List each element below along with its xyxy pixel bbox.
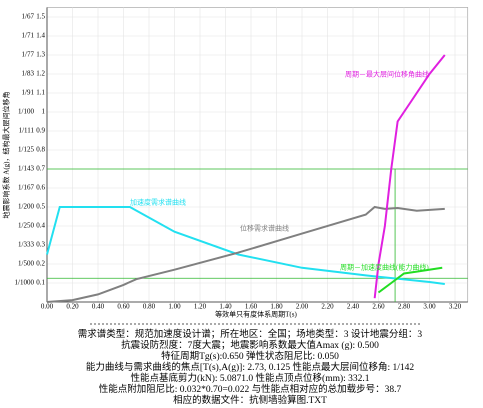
x-tick-label: 1.40 <box>219 303 232 311</box>
y-ratio-label: 1/100 <box>18 108 34 116</box>
x-tick-label: 2.80 <box>398 303 411 311</box>
y-tick-label: 1 <box>42 108 46 116</box>
y-ratio-label: 1/67 <box>22 13 35 21</box>
y-ratio-label: 1/71 <box>22 32 35 40</box>
y-tick-label: 0.5 <box>36 203 45 211</box>
y-tick-label: 1.3 <box>36 51 45 59</box>
y-tick-label: 0.6 <box>36 184 45 192</box>
y-tick-label: 1.5 <box>36 13 45 21</box>
info-line: 性能点附加阻尼比: 0.032*0.70=0.022 与性能点相对应的总加载步号… <box>99 383 402 395</box>
info-line: 需求谱类型：规范加速度设计谱；所在地区：全国；场地类型：3 设计地震分组：3 <box>78 328 423 340</box>
series-line <box>373 54 446 299</box>
x-tick-label: 3.00 <box>423 303 436 311</box>
x-tick-label: 1.00 <box>168 303 181 311</box>
series-line <box>377 266 443 294</box>
info-line: 抗震设防烈度：7度大震；地震影响系数最大值Amax (g): 0.500 <box>121 339 379 351</box>
x-tick-label: 0.80 <box>143 303 156 311</box>
series-label: 周期－最大层间位移角曲线 <box>345 70 429 79</box>
info-line: 特征周期Tg(s):0.650 弹性状态阻尼比: 0.050 <box>161 350 339 362</box>
x-tick-label: 2.20 <box>321 303 334 311</box>
y-tick-label: 0.9 <box>36 127 45 135</box>
y-ratio-label: 1/167 <box>18 184 34 192</box>
y-ratio-label: 1/77 <box>22 51 35 59</box>
y-axis-title: 地震影响系数 A(g)，结构最大层间位移角 <box>2 92 11 219</box>
info-line: 能力曲线与需求曲线的焦点[T(s),A(g)]: 2.73, 0.125 性能点… <box>86 361 415 373</box>
y-ratio-label: 1/1000 <box>15 279 35 287</box>
y-tick-label: 0.1 <box>36 279 45 287</box>
x-tick-label: 1.20 <box>194 303 207 311</box>
series-line <box>46 206 445 285</box>
x-tick-label: 2.40 <box>347 303 360 311</box>
y-ratio-label: 1/91 <box>22 89 35 97</box>
info-line: 相应的数据文件：抗侧墙验算图.TXT <box>173 394 327 406</box>
x-tick-label: 0.40 <box>92 303 105 311</box>
y-ratio-label: 1/83 <box>22 70 35 78</box>
series-label: 加速度需求谱曲线 <box>130 198 186 207</box>
x-tick-label: 2.00 <box>296 303 309 311</box>
y-ratio-label: 1/143 <box>18 165 34 173</box>
y-ratio-label: 1/200 <box>18 203 34 211</box>
y-ratio-label: 1/111 <box>19 127 35 135</box>
x-tick-label: 1.80 <box>270 303 283 311</box>
x-tick-label: 0.60 <box>117 303 130 311</box>
y-tick-label: 1.2 <box>36 70 45 78</box>
y-ratio-label: 1/250 <box>18 222 34 230</box>
plot-area <box>46 7 469 303</box>
y-tick-label: 1.1 <box>36 89 45 97</box>
y-tick-label: 0.2 <box>36 260 45 268</box>
series-label: 位移需求谱曲线 <box>240 224 289 233</box>
y-tick-label: 1.4 <box>36 32 45 40</box>
x-tick-label: 1.60 <box>245 303 258 311</box>
y-tick-label: 0.8 <box>36 146 45 154</box>
info-line: 性能点基底剪力(kN): 5.0871.0 性能点顶点位移(mm): 332.1 <box>130 372 369 384</box>
x-tick-label: 3.20 <box>449 303 462 311</box>
series-line <box>46 205 445 303</box>
y-ratio-label: 1/125 <box>18 146 34 154</box>
x-tick-label: 0.20 <box>66 303 79 311</box>
x-tick-label: 2.60 <box>372 303 385 311</box>
y-tick-label: 0.7 <box>36 165 45 173</box>
y-tick-label: 0.4 <box>36 222 45 230</box>
x-axis-title: 等效单只有度体系周期T(s) <box>215 310 297 319</box>
series-label: 周期－加速度曲线(能力曲线) <box>340 263 429 272</box>
y-tick-label: 0.3 <box>36 241 45 249</box>
y-ratio-label: 1/333 <box>18 241 34 249</box>
x-tick-label: 0.00 <box>41 303 54 311</box>
y-ratio-label: 1/500 <box>18 260 34 268</box>
